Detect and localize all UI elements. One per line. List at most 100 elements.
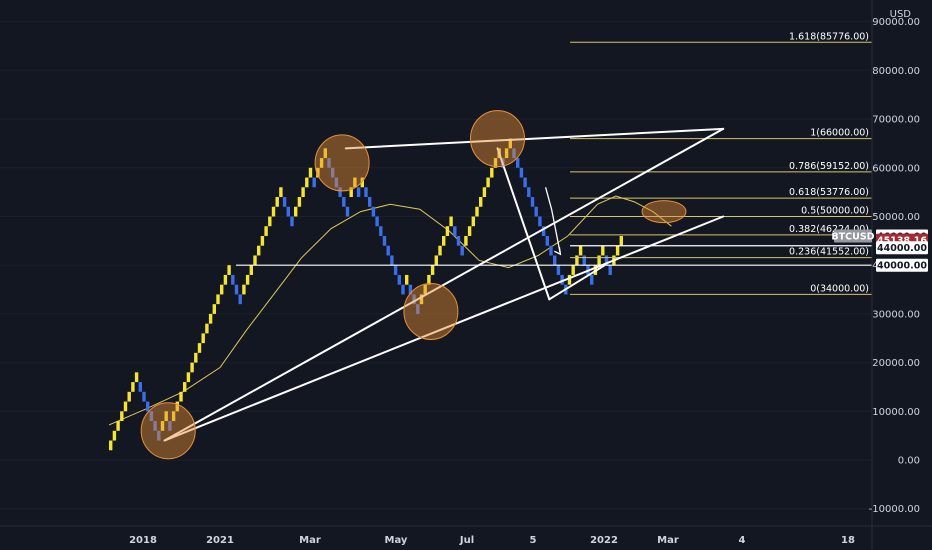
renko-brick bbox=[582, 255, 586, 266]
renko-brick bbox=[327, 158, 331, 168]
currency-label: USD bbox=[890, 9, 912, 20]
fib-level-label: 0.618(53776.00) bbox=[789, 187, 869, 198]
renko-brick bbox=[319, 158, 324, 168]
renko-brick bbox=[608, 265, 612, 275]
renko-brick bbox=[456, 235, 461, 246]
renko-brick bbox=[197, 343, 202, 353]
renko-brick bbox=[368, 197, 372, 207]
renko-brick bbox=[175, 401, 179, 412]
renko-brick bbox=[397, 274, 401, 285]
renko-brick bbox=[379, 226, 383, 236]
renko-brick bbox=[157, 430, 161, 441]
renko-brick bbox=[401, 284, 405, 295]
renko-brick bbox=[186, 372, 191, 383]
renko-brick bbox=[419, 294, 424, 305]
renko-brick bbox=[216, 294, 220, 305]
y-tick-label: 80000.00 bbox=[872, 66, 920, 77]
renko-brick bbox=[512, 148, 516, 159]
renko-brick bbox=[393, 265, 398, 275]
renko-brick bbox=[171, 411, 176, 422]
renko-brick bbox=[308, 167, 313, 178]
renko-brick bbox=[160, 421, 165, 431]
y-tick-label: 50000.00 bbox=[872, 212, 920, 223]
fibonacci-levels: 1.618(85776.00) 1(66000.00) 0.786(59152.00… bbox=[570, 31, 872, 295]
renko-brick bbox=[442, 235, 446, 246]
price-tag-label: 45138.16 bbox=[877, 236, 927, 247]
renko-brick bbox=[349, 187, 353, 198]
renko-brick bbox=[423, 284, 427, 295]
renko-brick bbox=[183, 382, 187, 392]
renko-brick bbox=[223, 274, 228, 285]
trend-line bbox=[163, 127, 725, 442]
renko-brick bbox=[153, 421, 157, 431]
highlight-circle bbox=[403, 282, 459, 340]
renko-brick bbox=[471, 216, 475, 227]
price-tag-bg bbox=[834, 229, 872, 243]
fib-level-label: 0.5(50000.00) bbox=[801, 206, 869, 217]
renko-brick bbox=[345, 206, 350, 217]
x-tick-label: May bbox=[385, 535, 408, 546]
renko-brick bbox=[116, 421, 120, 431]
price-tag-label: 44000.00 bbox=[877, 243, 927, 254]
renko-brick bbox=[438, 245, 442, 256]
x-tick-label: 18 bbox=[841, 535, 855, 546]
renko-brick bbox=[416, 304, 420, 314]
fib-level-label: 0(34000.00) bbox=[810, 283, 869, 294]
highlight-circle bbox=[314, 134, 370, 192]
renko-brick bbox=[190, 362, 194, 373]
renko-brick bbox=[264, 226, 268, 236]
trend-lines bbox=[163, 127, 725, 442]
price-tag-bg bbox=[876, 258, 928, 272]
renko-brick bbox=[245, 274, 250, 285]
renko-brick bbox=[146, 401, 150, 412]
renko-brick bbox=[220, 284, 224, 295]
renko-brick bbox=[271, 206, 276, 217]
renko-brick bbox=[464, 235, 468, 246]
highlight-circle bbox=[140, 402, 196, 460]
renko-brick bbox=[257, 245, 261, 256]
renko-brick bbox=[549, 245, 553, 256]
renko-brick bbox=[164, 411, 168, 422]
renko-brick bbox=[290, 216, 294, 227]
renko-brick bbox=[142, 391, 146, 402]
renko-brick bbox=[453, 226, 457, 236]
moving-average-path bbox=[108, 195, 672, 426]
renko-brick bbox=[342, 197, 346, 207]
renko-brick bbox=[282, 197, 287, 207]
renko-brick bbox=[375, 216, 379, 227]
renko-brick bbox=[205, 323, 209, 334]
renko-brick bbox=[356, 187, 361, 198]
renko-brick bbox=[479, 197, 483, 207]
renko-brick bbox=[508, 138, 512, 149]
renko-brick bbox=[249, 265, 253, 275]
renko-brick bbox=[286, 206, 290, 217]
renko-brick bbox=[275, 197, 279, 207]
renko-brick bbox=[412, 294, 416, 305]
renko-brick bbox=[601, 245, 605, 256]
renko-brick bbox=[534, 206, 538, 217]
renko-brick bbox=[323, 148, 327, 159]
y-tick-label: 60000.00 bbox=[872, 163, 920, 174]
renko-brick bbox=[234, 284, 239, 295]
renko-brick bbox=[490, 167, 494, 178]
fib-level-label: 0.236(41552.00) bbox=[789, 247, 869, 258]
renko-brick bbox=[253, 255, 257, 266]
highlight-circle bbox=[641, 200, 687, 224]
renko-brick bbox=[405, 274, 409, 285]
fib-level-label: 0.786(59152.00) bbox=[789, 161, 869, 172]
renko-brick bbox=[578, 245, 583, 256]
renko-brick bbox=[475, 206, 479, 217]
renko-brick bbox=[567, 274, 572, 285]
horizontal-lines bbox=[236, 245, 872, 266]
moving-average-line bbox=[108, 195, 672, 426]
renko-brick bbox=[467, 226, 472, 236]
renko-brick bbox=[493, 158, 498, 168]
price-tag-label: 40000.00 bbox=[877, 261, 927, 272]
renko-brick bbox=[127, 391, 131, 402]
renko-brick bbox=[120, 411, 124, 422]
renko-brick bbox=[538, 216, 542, 227]
renko-brick bbox=[390, 255, 394, 266]
